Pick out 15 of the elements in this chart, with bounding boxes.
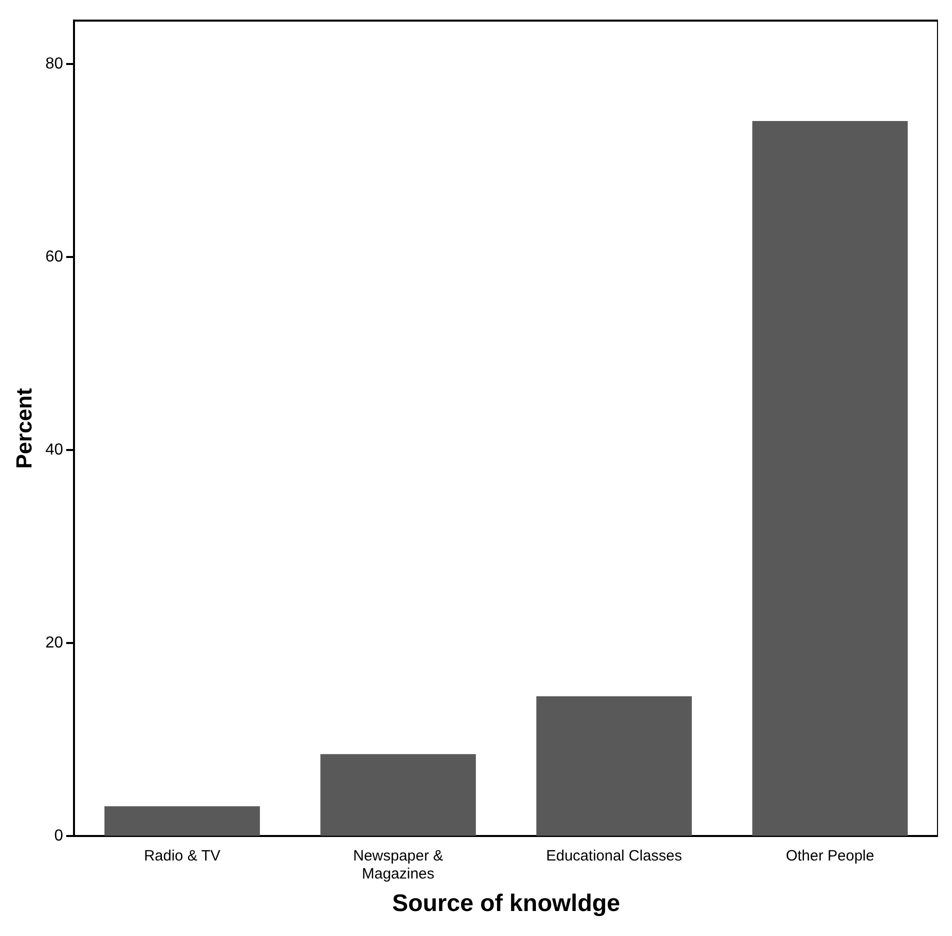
x-tick-label: Educational Classes — [546, 847, 682, 864]
x-tick-label: Radio & TV — [144, 847, 220, 864]
x-tick-label: Other People — [786, 847, 874, 864]
x-axis-title: Source of knowldge — [392, 890, 620, 918]
bar — [320, 754, 476, 836]
y-tick-label: 60 — [45, 248, 64, 266]
bar — [752, 120, 908, 836]
x-tick-label: Newspaper & Magazines — [353, 847, 444, 882]
bar — [104, 806, 260, 836]
y-tick-label: 80 — [45, 55, 64, 72]
bar — [536, 696, 692, 836]
y-tick-label: 0 — [54, 828, 64, 845]
y-tick-label: 20 — [45, 634, 64, 652]
y-axis-title: Percent — [11, 387, 36, 469]
y-tick-label: 40 — [45, 442, 64, 459]
